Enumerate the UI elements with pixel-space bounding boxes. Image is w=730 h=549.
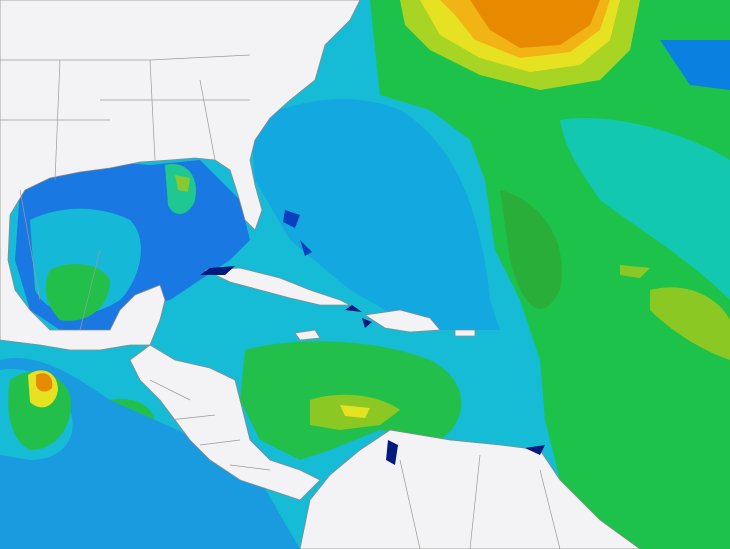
land-north-america: [0, 0, 361, 351]
ocean-zone-caribbean-yellow: [340, 405, 370, 418]
country-borders: [149, 379, 271, 471]
state-borders: [0, 54, 251, 331]
bahamas-banks: [283, 210, 312, 256]
land-south-america: [299, 429, 641, 549]
ocean-zone-teal: [560, 118, 730, 300]
ocean-zone-lime: [620, 265, 650, 278]
ocean-zone-blue-ne: [660, 40, 730, 90]
ocean-zone-darkgreen: [500, 190, 562, 309]
land-jamaica: [294, 329, 321, 341]
ocean-zone-gulf-green: [45, 264, 110, 321]
lake-maracaibo: [386, 440, 398, 465]
ocean-zone-orange: [470, 0, 600, 48]
land-hispaniola: [363, 309, 441, 333]
country-borders: [399, 454, 561, 549]
ocean-zone-lime: [650, 287, 730, 360]
ocean-zone-gulf-lime: [175, 175, 190, 192]
ocean-zone-pacific-blue: [0, 358, 300, 549]
ocean-zone-blue: [250, 99, 500, 330]
land-central-america: [129, 344, 321, 501]
ocean-zone-pacific-orange: [36, 373, 53, 392]
land-cuba: [204, 267, 351, 306]
land-puerto-rico: [454, 329, 476, 337]
